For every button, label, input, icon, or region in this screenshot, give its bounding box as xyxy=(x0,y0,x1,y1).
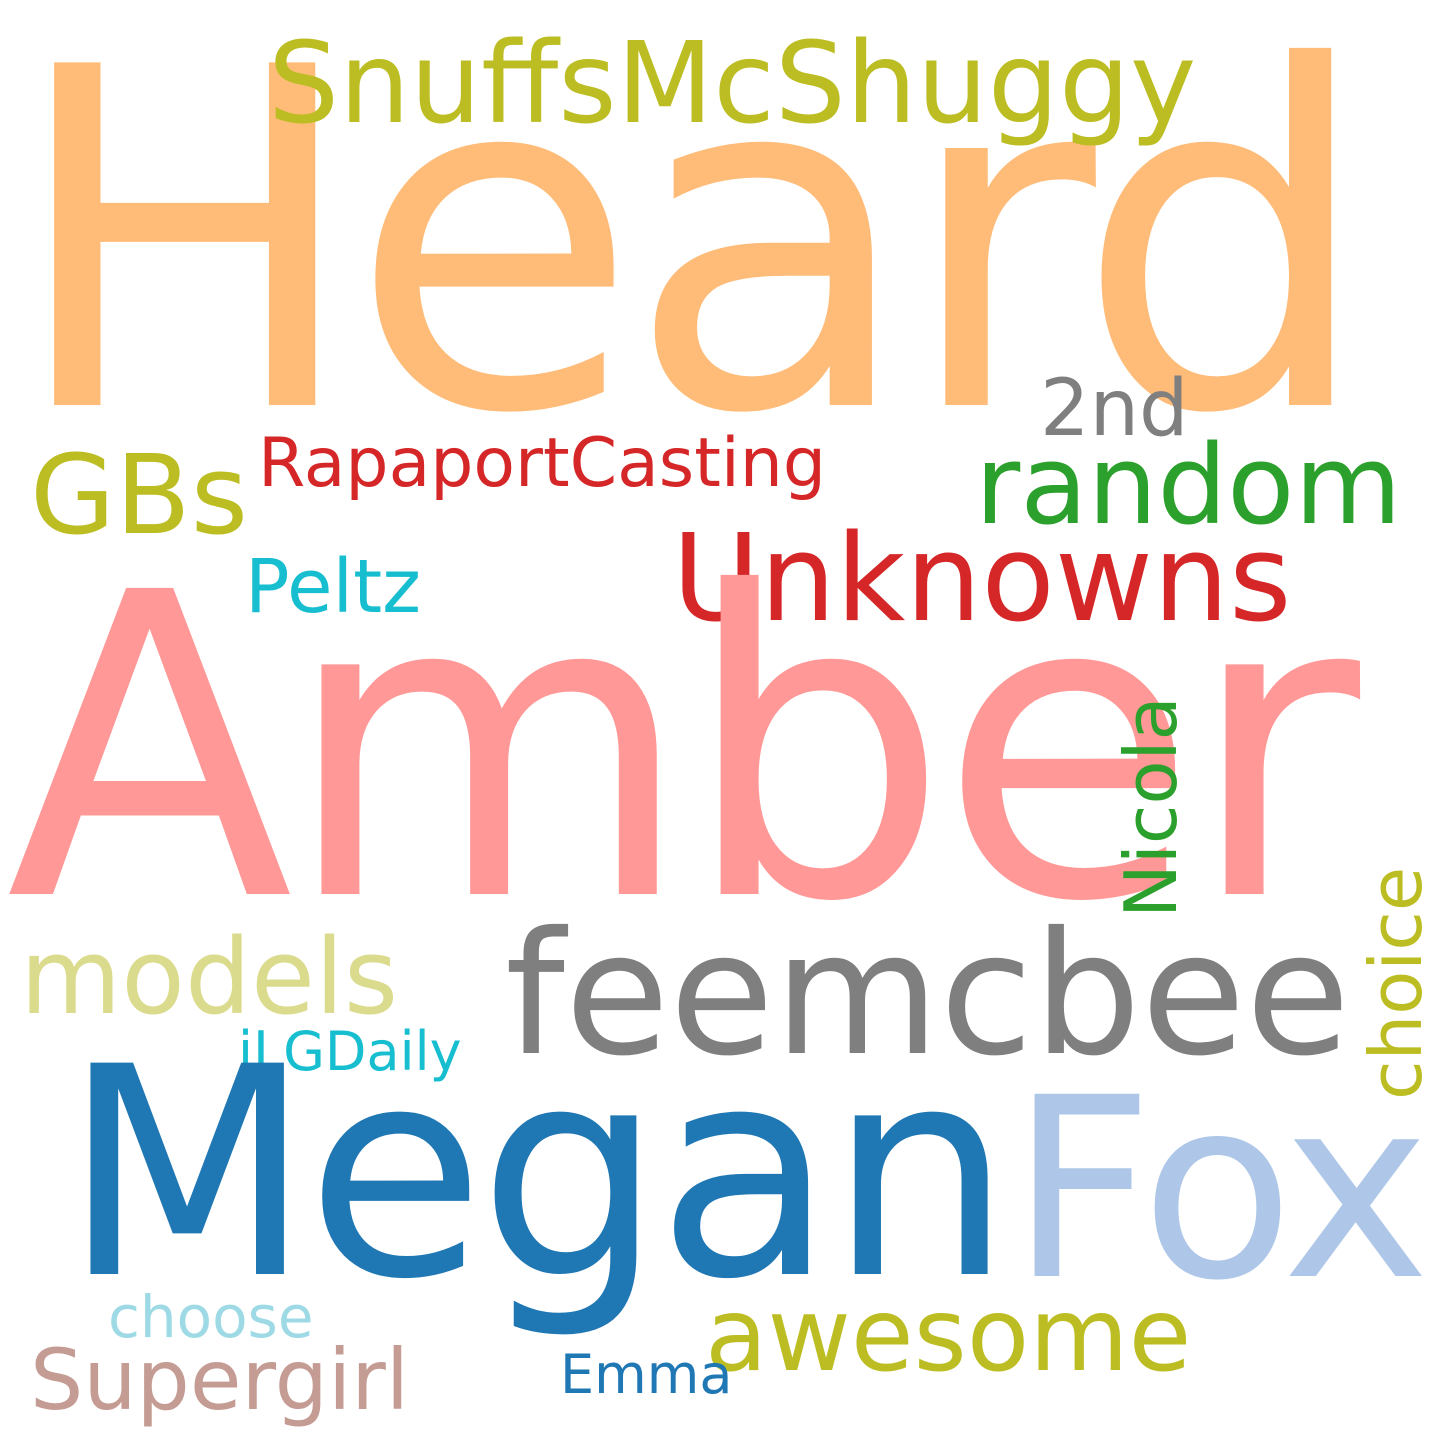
word-megan: Megan xyxy=(62,1006,1012,1343)
word-heard: Heard xyxy=(8,0,1374,516)
word-unknowns: Unknowns xyxy=(672,510,1292,649)
word-emma: Emma xyxy=(560,1343,733,1406)
word-awesome: awesome xyxy=(705,1276,1192,1395)
word-ilgdaily: iLGDaily xyxy=(238,1020,462,1083)
word-supergirl: Supergirl xyxy=(30,1331,410,1429)
word-gbs: GBs xyxy=(30,431,249,559)
word-peltz: Peltz xyxy=(245,544,421,630)
word-amber: Amber xyxy=(6,505,1360,994)
word-random: random xyxy=(975,421,1402,549)
word-2nd: 2nd xyxy=(1040,364,1189,454)
word-feemcbee: feemcbee xyxy=(505,896,1351,1094)
word-nicola: Nicola xyxy=(1109,696,1193,918)
word-rapaportcasting: RapaportCasting xyxy=(258,424,827,503)
word-models: models xyxy=(20,916,399,1038)
word-snuffsmcshuggy: SnuffsMcShuggy xyxy=(268,19,1197,149)
word-choose: choose xyxy=(108,1283,314,1351)
word-fox: Fox xyxy=(1010,1044,1430,1335)
